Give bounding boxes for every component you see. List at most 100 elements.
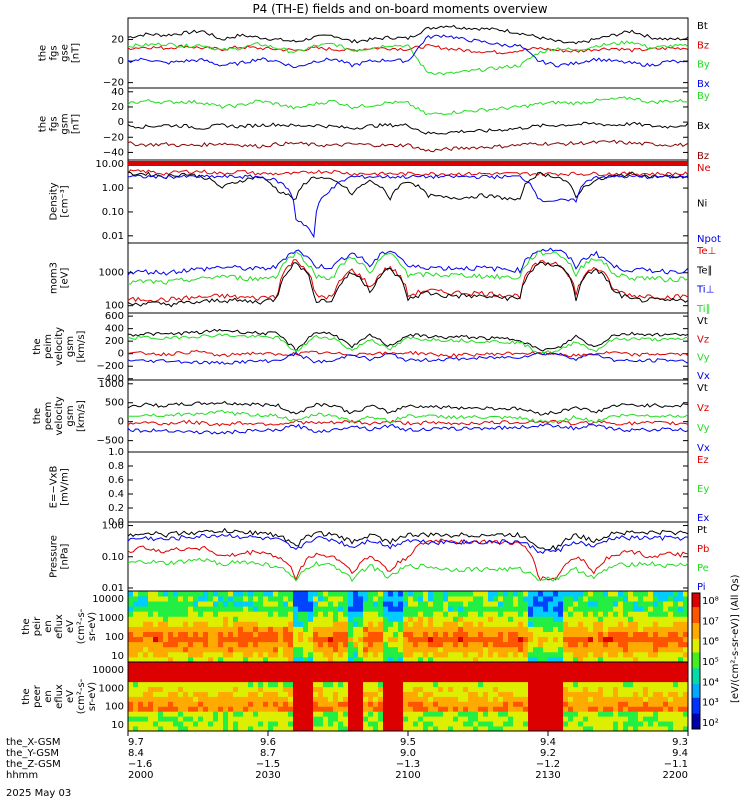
heatmap-cell	[628, 726, 634, 732]
heatmap-cell	[268, 656, 274, 663]
heatmap-cell	[528, 706, 534, 712]
heatmap-cell	[483, 631, 489, 638]
heatmap-cell	[658, 696, 664, 702]
heatmap-cell	[318, 626, 324, 632]
heatmap-cell	[433, 666, 439, 673]
heatmap-cell	[573, 711, 579, 717]
heatmap-cell	[363, 706, 369, 712]
heatmap-cell	[613, 641, 619, 648]
heatmap-cell	[658, 681, 664, 688]
heatmap-cell	[683, 606, 689, 612]
heatmap-cell	[358, 636, 364, 643]
heatmap-cell	[583, 601, 589, 607]
heatmap-cell	[533, 596, 539, 602]
heatmap-cell	[128, 721, 134, 727]
heatmap-cell	[583, 662, 589, 668]
heatmap-cell	[343, 706, 349, 712]
heatmap-cell	[678, 641, 684, 648]
heatmap-cell	[218, 671, 224, 678]
heatmap-cell	[263, 681, 269, 688]
heatmap-cell	[398, 621, 404, 627]
heatmap-cell	[243, 616, 249, 622]
heatmap-cell	[493, 641, 499, 648]
heatmap-cell	[543, 671, 549, 678]
heatmap-cell	[608, 596, 614, 602]
heatmap-cell	[313, 656, 319, 663]
heatmap-cell	[393, 671, 399, 678]
heatmap-cell	[318, 726, 324, 732]
heatmap-cell	[358, 706, 364, 712]
heatmap-cell	[178, 596, 184, 602]
heatmap-cell	[568, 656, 574, 663]
heatmap-cell	[458, 651, 464, 658]
heatmap-cell	[223, 716, 229, 722]
heatmap-cell	[333, 676, 339, 683]
heatmap-cell	[288, 716, 294, 722]
series-line-Bx	[127, 34, 689, 69]
heatmap-cell	[438, 606, 444, 612]
heatmap-cell	[133, 671, 139, 678]
heatmap-cell	[393, 721, 399, 727]
heatmap-cell	[583, 681, 589, 688]
heatmap-cell	[508, 651, 514, 658]
panel-9: the peir en eflux eV (cm²-s-sr-eV)10000100010…	[21, 590, 689, 663]
heatmap-cell	[663, 686, 669, 692]
heatmap-cell	[293, 681, 299, 688]
series-line-Te⊥	[127, 259, 689, 303]
heatmap-cell	[598, 596, 604, 602]
heatmap-cell	[573, 686, 579, 692]
heatmap-cell	[143, 676, 149, 683]
heatmap-cell	[128, 611, 134, 617]
heatmap-cell	[173, 726, 179, 732]
heatmap-cell	[173, 646, 179, 653]
heatmap-cell	[443, 631, 449, 638]
heatmap-cell	[308, 691, 314, 697]
series-line-Pi	[127, 533, 689, 554]
heatmap-cell	[453, 716, 459, 722]
heatmap-cell	[303, 696, 309, 702]
heatmap-cell	[258, 621, 264, 627]
heatmap-cell	[213, 606, 219, 612]
heatmap-cell	[598, 641, 604, 648]
heatmap-cell	[333, 616, 339, 622]
heatmap-cell	[463, 691, 469, 697]
heatmap-cell	[683, 631, 689, 638]
heatmap-cell	[468, 726, 474, 732]
heatmap-cell	[333, 701, 339, 707]
heatmap-cell	[128, 641, 134, 648]
heatmap-cell	[428, 596, 434, 602]
heatmap-cell	[533, 686, 539, 692]
heatmap-cell	[538, 721, 544, 727]
colorbar-frame	[691, 592, 701, 730]
heatmap-cell	[268, 591, 274, 597]
heatmap-cell	[333, 646, 339, 653]
heatmap-cell	[583, 651, 589, 658]
heatmap-cell	[258, 641, 264, 648]
colorbar-segment	[692, 606, 700, 610]
heatmap-cell	[648, 701, 654, 707]
heatmap-cell	[468, 591, 474, 597]
heatmap-cell	[428, 636, 434, 643]
ylabel-line: [cm⁻³]	[60, 185, 71, 217]
heatmap-cell	[273, 701, 279, 707]
heatmap-cell	[293, 601, 299, 607]
heatmap-cell	[623, 671, 629, 678]
heatmap-cell	[673, 601, 679, 607]
ylabel-line: fgs	[49, 116, 60, 131]
heatmap-cell	[393, 616, 399, 622]
heatmap-cell	[593, 691, 599, 697]
heatmap-cell	[398, 681, 404, 688]
heatmap-cell	[303, 651, 309, 658]
heatmap-cell	[573, 701, 579, 707]
heatmap-cell	[643, 601, 649, 607]
heatmap-cell	[623, 696, 629, 702]
heatmap-cell	[573, 636, 579, 643]
heatmap-cell	[603, 606, 609, 612]
heatmap-cell	[603, 621, 609, 627]
heatmap-cell	[478, 616, 484, 622]
heatmap-cell	[193, 631, 199, 638]
heatmap-cell	[468, 656, 474, 663]
x-tick-label: 9.0	[400, 748, 416, 759]
heatmap-cell	[453, 701, 459, 707]
series-line-Vz	[127, 419, 689, 427]
